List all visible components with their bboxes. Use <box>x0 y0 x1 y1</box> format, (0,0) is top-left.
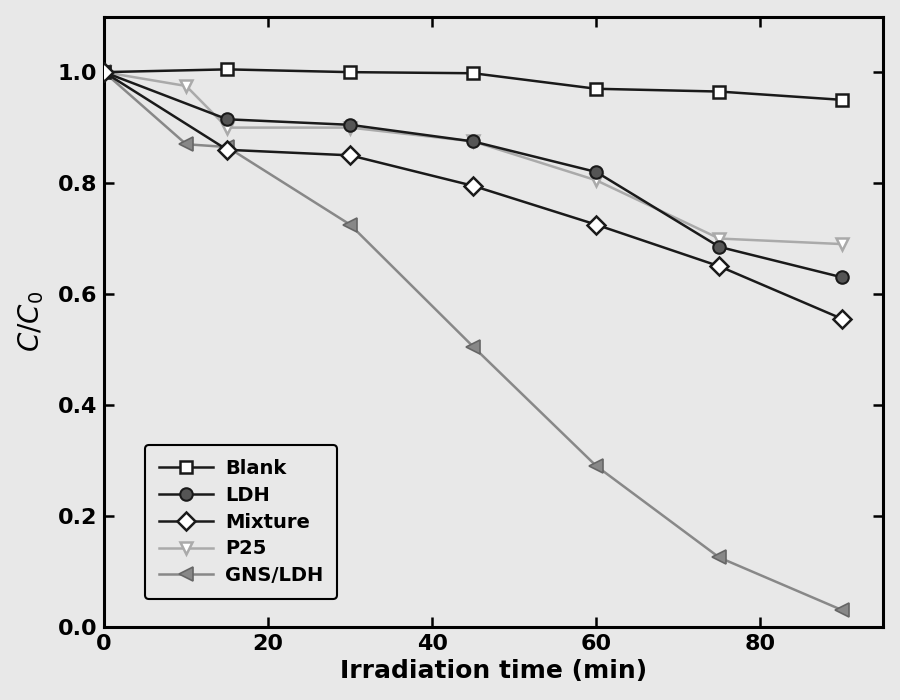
Mixture <box>714 262 724 270</box>
LDH <box>591 168 602 176</box>
P25 <box>99 68 110 76</box>
GNS/LDH <box>181 140 192 148</box>
Mixture <box>837 315 848 323</box>
Line: P25: P25 <box>98 66 849 251</box>
P25 <box>181 82 192 90</box>
GNS/LDH <box>591 462 602 470</box>
LDH <box>468 137 479 146</box>
Mixture <box>591 220 602 229</box>
Line: LDH: LDH <box>98 66 849 284</box>
Blank <box>837 96 848 104</box>
Blank <box>468 69 479 78</box>
Blank <box>221 65 232 74</box>
LDH <box>837 273 848 281</box>
P25 <box>591 176 602 185</box>
Mixture <box>221 146 232 154</box>
Line: GNS/LDH: GNS/LDH <box>97 65 850 617</box>
GNS/LDH <box>714 553 724 561</box>
Blank <box>714 88 724 96</box>
Y-axis label: $\mathit{C/C_0}$: $\mathit{C/C_0}$ <box>17 291 47 352</box>
Blank <box>99 68 110 76</box>
P25 <box>837 240 848 248</box>
LDH <box>345 120 356 129</box>
P25 <box>714 234 724 243</box>
GNS/LDH <box>345 220 356 229</box>
GNS/LDH <box>837 606 848 615</box>
Mixture <box>468 181 479 190</box>
Blank <box>591 85 602 93</box>
GNS/LDH <box>468 342 479 351</box>
LDH <box>714 243 724 251</box>
P25 <box>345 123 356 132</box>
Line: Mixture: Mixture <box>98 66 849 326</box>
GNS/LDH <box>99 68 110 76</box>
Line: Blank: Blank <box>98 63 849 106</box>
Mixture <box>99 68 110 76</box>
P25 <box>468 137 479 146</box>
Mixture <box>345 151 356 160</box>
X-axis label: Irradiation time (min): Irradiation time (min) <box>340 659 647 683</box>
Legend: Blank, LDH, Mixture, P25, GNS/LDH: Blank, LDH, Mixture, P25, GNS/LDH <box>145 445 337 598</box>
Blank <box>345 68 356 76</box>
LDH <box>221 115 232 123</box>
GNS/LDH <box>221 143 232 151</box>
LDH <box>99 68 110 76</box>
P25 <box>221 123 232 132</box>
